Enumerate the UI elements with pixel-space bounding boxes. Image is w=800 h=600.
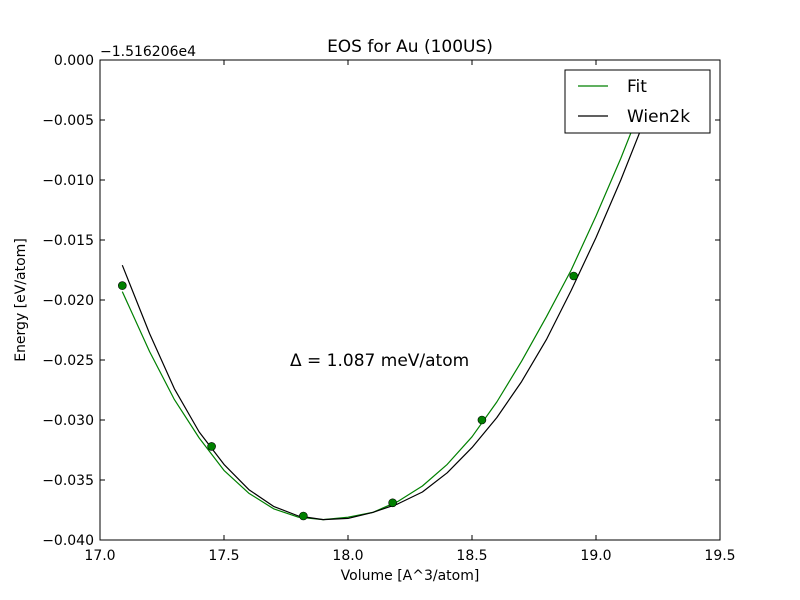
- data-point: [569, 271, 578, 281]
- y-tick-label: −0.030: [42, 413, 94, 429]
- ticks-layer: 17.0 17.5 18.0 18.5 19.0 19.5 0.000 −0.005 −0.01…: [42, 53, 735, 564]
- x-tick-label: 17.5: [208, 548, 239, 564]
- plot-area: [99, 59, 721, 541]
- x-tick-label: 17.0: [84, 548, 115, 564]
- data-point: [299, 511, 308, 521]
- x-tick-label: 19.5: [704, 548, 735, 564]
- series-line-wien2k: [121, 81, 659, 521]
- legend-wien2k-label: Wien2k: [627, 107, 690, 127]
- y-tick-label: −0.010: [42, 173, 94, 189]
- plot-frame: [99, 59, 721, 541]
- data-point: [477, 415, 487, 425]
- series-line-fit: [121, 101, 644, 521]
- y-tick-label: 0.000: [54, 53, 94, 69]
- chart-title: EOS for Au (100US): [327, 37, 493, 57]
- points-layer: [118, 271, 578, 521]
- legend: Fit Wien2k: [564, 69, 711, 134]
- x-axis-label: Volume [A^3/atom]: [341, 568, 480, 584]
- data-point: [388, 498, 397, 508]
- y-offset-label: −1.516206e4: [100, 44, 196, 60]
- y-tick-label: −0.005: [42, 113, 94, 129]
- x-tick-label: 18.0: [332, 548, 363, 564]
- y-axis-label: Energy [eV/atom]: [13, 238, 29, 362]
- y-tick-label: −0.035: [42, 473, 94, 489]
- y-tick-label: −0.015: [42, 233, 94, 249]
- y-tick-label: −0.040: [42, 533, 94, 549]
- x-tick-label: 18.5: [456, 548, 487, 564]
- data-point: [118, 281, 127, 290]
- legend-fit-label: Fit: [627, 77, 647, 97]
- legend-box: [564, 69, 711, 134]
- delta-annotation: Δ = 1.087 meV/atom: [290, 351, 469, 371]
- y-tick-label: −0.025: [42, 353, 94, 369]
- data-point: [207, 442, 216, 451]
- y-tick-label: −0.020: [42, 293, 94, 309]
- series-layer: [121, 81, 659, 521]
- x-tick-label: 19.0: [580, 548, 611, 564]
